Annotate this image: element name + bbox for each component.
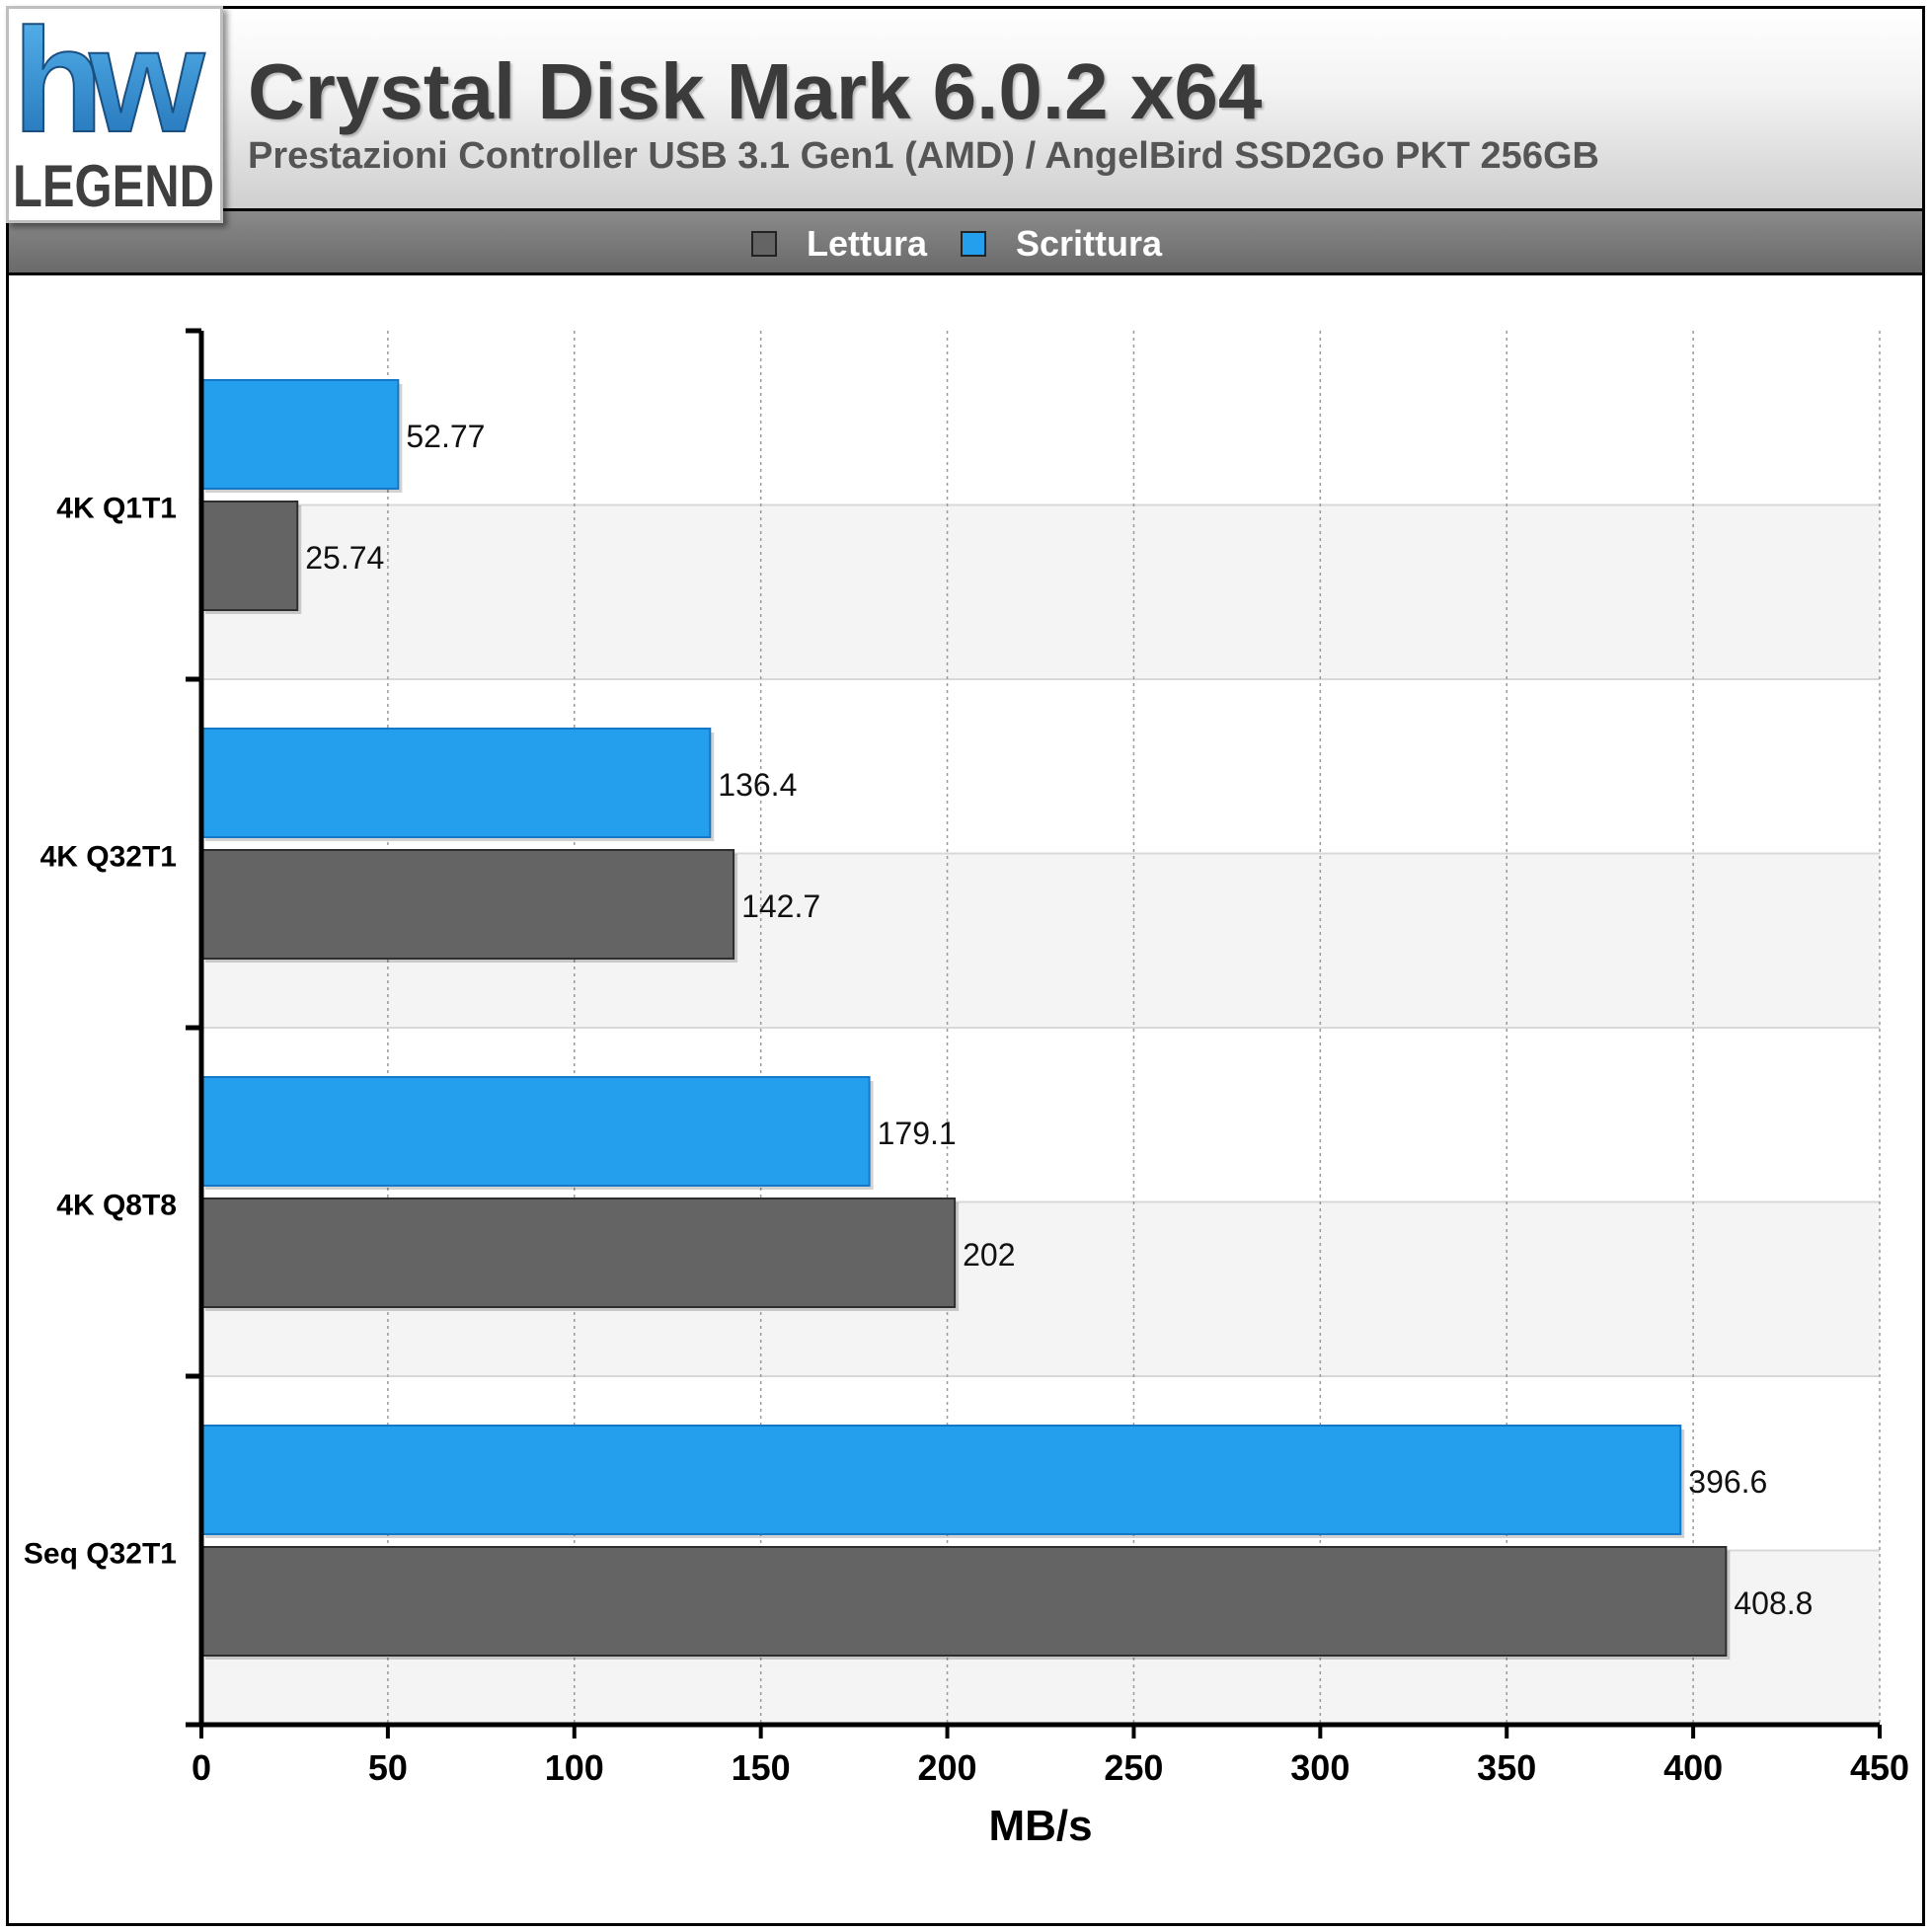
- value-labels: 52.77 25.74 136.4 142.7 179.1 202 396.6 408.8: [305, 419, 1813, 1621]
- bar-scrittura-4k-q32t1: [200, 728, 712, 838]
- value-label-lettura: 202: [963, 1237, 1015, 1273]
- x-tick-label: 150: [732, 1747, 791, 1788]
- x-tick-label: 350: [1477, 1747, 1536, 1788]
- x-tick-label: 0: [192, 1747, 211, 1788]
- x-tick-label: 250: [1104, 1747, 1163, 1788]
- legend: Lettura Scrittura: [6, 208, 1925, 275]
- x-tick-label: 300: [1290, 1747, 1350, 1788]
- x-axis-label: MB/s: [988, 1802, 1092, 1850]
- bar-scrittura-4k-q1t1: [200, 379, 400, 490]
- value-label-scrittura: 52.77: [406, 419, 485, 454]
- hwlegend-logo: hw LEGEND: [6, 0, 223, 223]
- legend-swatch-lettura: [751, 231, 777, 257]
- legend-label-scrittura: Scrittura: [1016, 223, 1163, 264]
- category-label: Seq Q32T1: [24, 1538, 177, 1571]
- chart-subtitle: Prestazioni Controller USB 3.1 Gen1 (AMD…: [248, 135, 1599, 177]
- legend-swatch-scrittura: [961, 231, 986, 257]
- bar-lettura-seq-q32t1: [200, 1546, 1728, 1657]
- chart-header: Crystal Disk Mark 6.0.2 x64 Prestazioni …: [6, 6, 1925, 211]
- x-tick-label: 200: [918, 1747, 977, 1788]
- legend-item-scrittura: Scrittura: [961, 223, 1163, 264]
- tick-labels: 4K Q1T1 4K Q32T1 4K Q8T8 Seq Q32T1 0 50 100 150…: [24, 493, 1909, 1789]
- x-tick-label: 400: [1663, 1747, 1723, 1788]
- logo-text-bottom: LEGEND: [13, 153, 214, 219]
- chart-title: Crystal Disk Mark 6.0.2 x64: [248, 47, 1263, 135]
- value-label-lettura: 142.7: [741, 889, 820, 924]
- bars: [200, 379, 1731, 1660]
- x-tick-label: 50: [368, 1747, 408, 1788]
- logo-text-top: hw: [13, 9, 205, 163]
- value-label-scrittura: 136.4: [718, 767, 797, 803]
- bar-scrittura-seq-q32t1: [200, 1425, 1682, 1535]
- value-label-lettura: 408.8: [1734, 1585, 1813, 1621]
- category-label: 4K Q1T1: [56, 493, 177, 525]
- bar-scrittura-4k-q8t8: [200, 1076, 871, 1187]
- value-label-scrittura: 396.6: [1688, 1464, 1767, 1500]
- value-label-scrittura: 179.1: [878, 1116, 957, 1151]
- bar-lettura-4k-q8t8: [200, 1198, 957, 1308]
- category-label: 4K Q32T1: [40, 841, 177, 874]
- x-tick-label: 450: [1850, 1747, 1909, 1788]
- value-label-lettura: 25.74: [305, 540, 384, 576]
- band-shade: [201, 504, 1880, 679]
- legend-item-lettura: Lettura: [751, 223, 928, 264]
- category-label: 4K Q8T8: [56, 1190, 177, 1222]
- bar-lettura-4k-q32t1: [200, 849, 735, 960]
- bar-lettura-4k-q1t1: [200, 501, 299, 611]
- x-tick-label: 100: [545, 1747, 604, 1788]
- axes: [186, 328, 1882, 1739]
- legend-label-lettura: Lettura: [807, 223, 928, 264]
- logo-graphic: hw LEGEND: [12, 0, 220, 219]
